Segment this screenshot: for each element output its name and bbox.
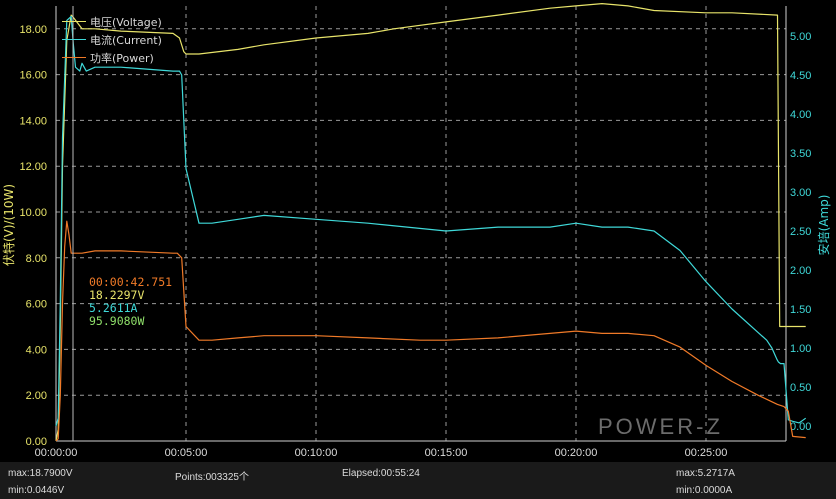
y-tick-label-right: 3.00 (790, 187, 811, 199)
stat-min-current: min:0.0000A (676, 485, 733, 496)
legend-swatch-power (62, 57, 86, 58)
x-tick-label: 00:00:00 (35, 447, 78, 459)
y-tick-label-right: 3.50 (790, 148, 811, 160)
y-tick-label-right: 0.50 (790, 382, 811, 394)
x-tick-label: 00:25:00 (685, 447, 728, 459)
y-tick-label-left: 2.00 (26, 390, 47, 402)
y-ticks-right: 0.00 0.50 1.00 1.50 2.00 2.50 3.00 3.50 4.00 4.50… (790, 31, 811, 433)
y-axis-label-right: 安培(Amp) (816, 195, 831, 256)
x-tick-label: 00:10:00 (295, 447, 338, 459)
x-tick-label: 00:20:00 (555, 447, 598, 459)
series-line-voltage (55, 2, 806, 442)
y-tick-label-left: 8.00 (26, 253, 47, 265)
y-tick-label-left: 0.00 (26, 436, 47, 448)
stat-max-voltage: max:18.7900V (8, 468, 73, 479)
y-ticks-left: 0.00 2.00 4.00 6.00 8.00 10.00 12.00 14.00 16.00… (19, 24, 47, 448)
legend-swatch-current (62, 39, 86, 40)
stat-points: Points:003325个 (175, 472, 249, 483)
y-tick-label-right: 5.00 (790, 31, 811, 43)
y-tick-label-left: 12.00 (19, 161, 47, 173)
y-tick-label-right: 2.50 (790, 226, 811, 238)
series-group (55, 2, 807, 442)
legend-label-power: 功率(Power) (90, 52, 154, 65)
stat-min-voltage: min:0.0446V (8, 485, 65, 496)
readout-power: 95.9080W (89, 314, 145, 328)
series-line-current (55, 15, 807, 427)
y-tick-label-left: 18.00 (19, 24, 47, 36)
y-tick-label-right: 4.00 (790, 109, 811, 121)
power-z-logo: POWER-Z (598, 414, 723, 439)
grid (56, 6, 786, 441)
y-tick-label-left: 16.00 (19, 70, 47, 82)
y-tick-label-right: 2.00 (790, 265, 811, 277)
y-tick-label-left: 10.00 (19, 207, 47, 219)
y-tick-label-right: 1.50 (790, 304, 811, 316)
readout-voltage: 18.2297V (89, 288, 145, 302)
axes (55, 6, 787, 442)
y-tick-label-left: 6.00 (26, 299, 47, 311)
x-tick-label: 00:15:00 (425, 447, 468, 459)
readout-current: 5.2611A (89, 301, 138, 315)
readout-time: 00:00:42.751 (89, 275, 173, 289)
y-tick-label-right: 0.00 (790, 421, 811, 433)
footer-bar (0, 462, 836, 499)
y-axis-label-left: 伏特(V)/(10W) (1, 184, 16, 266)
series-line-power (55, 220, 806, 442)
x-ticks: 00:00:00 00:05:00 00:10:00 00:15:00 00:20:00… (35, 447, 728, 459)
cursor-readout: 00:00:42.751 18.2297V 5.2611A 95.9080W (89, 276, 172, 328)
y-tick-label-left: 14.00 (19, 115, 47, 127)
legend-label-current: 电流(Current) (90, 34, 162, 47)
chart-svg: 0.00 2.00 4.00 6.00 8.00 10.00 12.00 14.00 16.00… (0, 0, 836, 462)
y-tick-label-right: 1.00 (790, 343, 811, 355)
x-tick-label: 00:05:00 (165, 447, 208, 459)
y-tick-label-right: 4.50 (790, 70, 811, 82)
legend-label-voltage: 电压(Voltage) (90, 16, 162, 29)
y-tick-label-left: 4.00 (26, 344, 47, 356)
chart-background (0, 0, 836, 462)
stat-max-current: max:5.2717A (676, 468, 735, 479)
legend-swatch-voltage (62, 21, 86, 22)
stat-elapsed: Elapsed:00:55:24 (342, 468, 420, 479)
